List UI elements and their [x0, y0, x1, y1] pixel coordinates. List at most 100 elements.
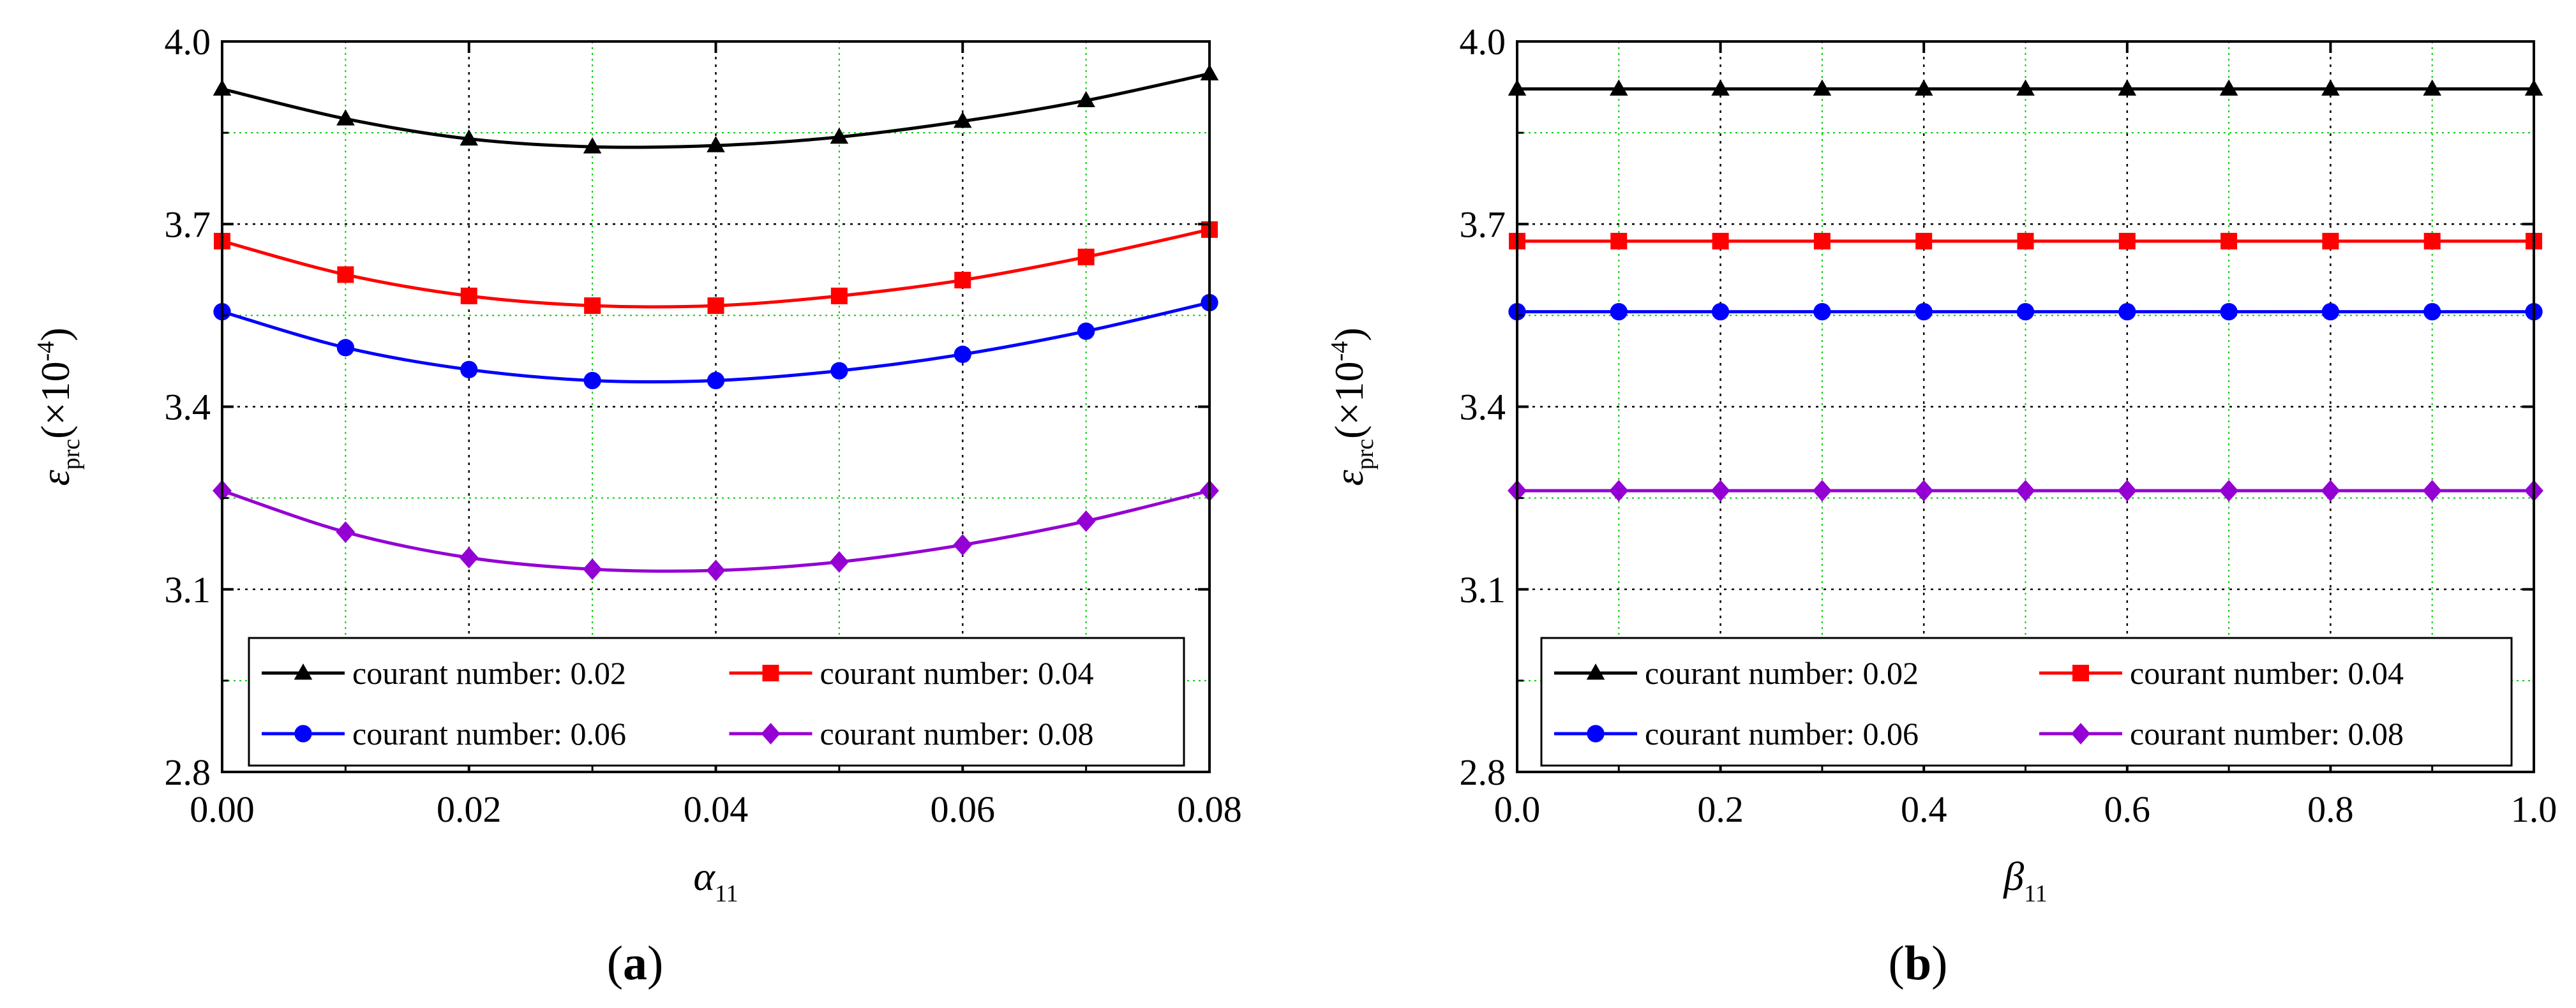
data-point-series-4 [2219, 480, 2239, 502]
data-point-series-1 [336, 109, 355, 126]
data-point-series-4 [2016, 480, 2035, 502]
data-point-series-1 [707, 136, 725, 152]
legend-entry-series-2: courant number: 0.04 [820, 655, 1094, 691]
x-axis-label: β11 [2002, 854, 2047, 907]
data-point-series-2 [1915, 232, 1933, 249]
x-tick-label: 0.4 [1901, 789, 1947, 830]
data-point-series-4 [1076, 510, 1096, 532]
x-tick-label: 0.06 [931, 789, 996, 830]
legend-marker-series-1 [294, 663, 313, 680]
data-point-series-1 [2118, 79, 2137, 96]
data-point-series-1 [583, 137, 602, 154]
panel-caption: (a) [607, 937, 664, 990]
data-point-series-3 [2321, 303, 2340, 321]
data-point-series-4 [1609, 480, 1629, 502]
data-point-series-2 [1813, 232, 1831, 249]
data-point-series-3 [954, 345, 971, 364]
y-axis-label: εprc(×10-4) [33, 327, 85, 485]
legend-marker-series-4 [2071, 723, 2090, 745]
data-point-series-1 [2321, 79, 2340, 96]
legend-entry-series-1: courant number: 0.02 [352, 655, 626, 691]
data-point-series-2 [2322, 232, 2339, 249]
data-point-series-3 [2220, 303, 2238, 321]
data-point-series-4 [459, 547, 479, 569]
data-point-series-1 [953, 112, 972, 128]
legend-entry-series-1: courant number: 0.02 [1645, 655, 1919, 691]
x-tick-label: 0.00 [190, 789, 255, 830]
data-point-series-1 [1077, 91, 1095, 107]
x-tick-label: 0.2 [1697, 789, 1744, 830]
legend-marker-series-1 [1586, 663, 1605, 680]
data-point-series-4 [583, 558, 603, 581]
data-point-series-3 [1711, 303, 1730, 321]
data-point-series-4 [706, 560, 726, 582]
data-point-series-1 [1711, 79, 1730, 96]
panel-caption: (b) [1889, 937, 1948, 990]
data-point-series-3 [336, 339, 355, 357]
chart-panel-a: 0.00 0.02 0.04 0.06 0.08 2.8 3.1 3.4 3.7 4.0 α11 εp… [33, 21, 1242, 990]
data-point-series-3 [830, 362, 848, 380]
legend-entry-series-4: courant number: 0.08 [820, 716, 1094, 752]
legend-entry-series-2: courant number: 0.04 [2130, 655, 2404, 691]
data-point-series-1 [2423, 79, 2441, 96]
data-point-series-4 [1914, 480, 1934, 502]
data-point-series-3 [1610, 303, 1628, 321]
y-tick-label: 3.4 [165, 387, 211, 428]
data-point-series-3 [1915, 303, 1933, 321]
data-point-series-3 [707, 371, 725, 390]
data-point-series-2 [2118, 232, 2136, 249]
y-tick-label: 3.1 [165, 569, 211, 611]
x-tick-label: 0.04 [684, 789, 749, 830]
data-point-series-3 [460, 360, 478, 378]
data-point-series-2 [460, 287, 477, 304]
data-point-series-2 [1077, 248, 1095, 265]
data-point-series-1 [1914, 79, 1933, 96]
legend-marker-series-2 [762, 665, 779, 681]
x-tick-label: 0.08 [1177, 789, 1242, 830]
data-point-series-3 [2016, 303, 2035, 321]
x-tick-label: 0.8 [2307, 789, 2354, 830]
legend-marker-series-2 [2072, 665, 2089, 681]
data-point-series-4 [2422, 480, 2442, 502]
data-point-series-4 [2117, 480, 2137, 502]
x-tick-label: 0.6 [2104, 789, 2151, 830]
data-point-series-1 [2219, 79, 2238, 96]
data-point-series-3 [1077, 322, 1095, 340]
x-tick-label: 1.0 [2511, 789, 2557, 830]
legend-entry-series-4: courant number: 0.08 [2130, 716, 2404, 752]
legend-marker-series-3 [294, 725, 312, 743]
data-point-series-1 [2016, 79, 2035, 96]
legend-marker-series-3 [1587, 725, 1605, 743]
legend-box [1540, 637, 2513, 767]
legend-marker-series-4 [761, 723, 781, 745]
data-point-series-1 [830, 127, 849, 144]
data-point-series-3 [2423, 303, 2441, 321]
y-tick-label: 3.7 [165, 204, 211, 245]
data-point-series-4 [829, 551, 849, 573]
y-tick-label: 3.7 [1460, 204, 1506, 245]
y-tick-label: 2.8 [1460, 752, 1506, 793]
x-tick-label: 0.0 [1494, 789, 1541, 830]
y-tick-label: 3.4 [1460, 387, 1506, 428]
y-tick-label: 4.0 [1460, 21, 1506, 63]
legend-box [248, 637, 1185, 767]
data-point-series-2 [1712, 232, 1729, 249]
data-point-series-4 [1812, 480, 1832, 502]
y-tick-label: 4.0 [165, 21, 211, 63]
data-point-series-3 [1813, 303, 1831, 321]
data-point-series-3 [2118, 303, 2136, 321]
data-point-series-2 [707, 297, 724, 315]
data-point-series-1 [460, 129, 479, 146]
y-tick-label: 2.8 [165, 752, 211, 793]
data-point-series-2 [1610, 232, 1628, 249]
data-point-series-2 [584, 297, 601, 315]
data-point-series-4 [953, 534, 973, 556]
data-point-series-4 [2321, 480, 2340, 502]
legend-entry-series-3: courant number: 0.06 [352, 716, 626, 752]
data-point-series-2 [830, 287, 848, 304]
data-point-series-2 [337, 266, 354, 283]
x-tick-label: 0.02 [437, 789, 502, 830]
data-point-series-1 [1610, 79, 1628, 96]
y-tick-label: 3.1 [1460, 569, 1506, 611]
